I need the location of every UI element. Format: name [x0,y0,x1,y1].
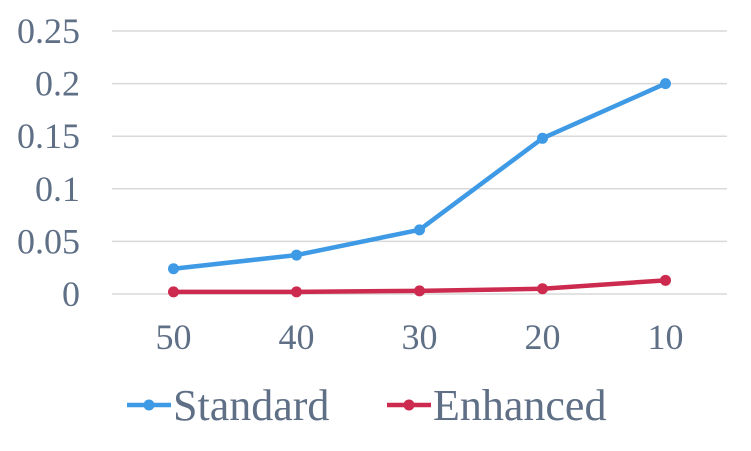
series-lines [168,78,671,298]
legend-item-standard: Standard [127,381,329,430]
y-tick-label: 0.15 [17,116,80,156]
x-axis-tick-labels: 50 40 30 20 10 [156,317,684,357]
x-tick-label: 20 [525,317,561,357]
legend-label: Enhanced [433,381,606,430]
data-point [168,286,179,298]
data-point [168,263,179,275]
data-point [537,132,548,144]
series-standard [168,78,671,275]
y-tick-label: 0.1 [35,169,80,209]
data-point [291,286,302,298]
data-point [291,249,302,261]
data-point [414,224,425,236]
gridlines [112,30,727,295]
legend-swatch-marker [403,399,415,411]
series-enhanced [168,274,671,298]
legend-item-enhanced: Enhanced [387,381,606,430]
y-tick-label: 0 [62,274,80,314]
legend-label: Standard [173,381,329,430]
y-axis-tick-labels: 0 0.05 0.1 0.15 0.2 0.25 [17,11,80,314]
x-tick-label: 50 [156,317,192,357]
data-point [537,283,548,295]
x-tick-label: 40 [279,317,315,357]
y-tick-label: 0.25 [17,11,80,51]
data-point [660,274,671,286]
x-tick-label: 10 [648,317,684,357]
legend-swatch-marker [143,399,155,411]
legend: Standard Enhanced [127,381,606,430]
data-point [660,78,671,90]
data-point [414,285,425,297]
y-tick-label: 0.2 [35,64,80,104]
y-tick-label: 0.05 [17,221,80,261]
x-tick-label: 30 [402,317,438,357]
